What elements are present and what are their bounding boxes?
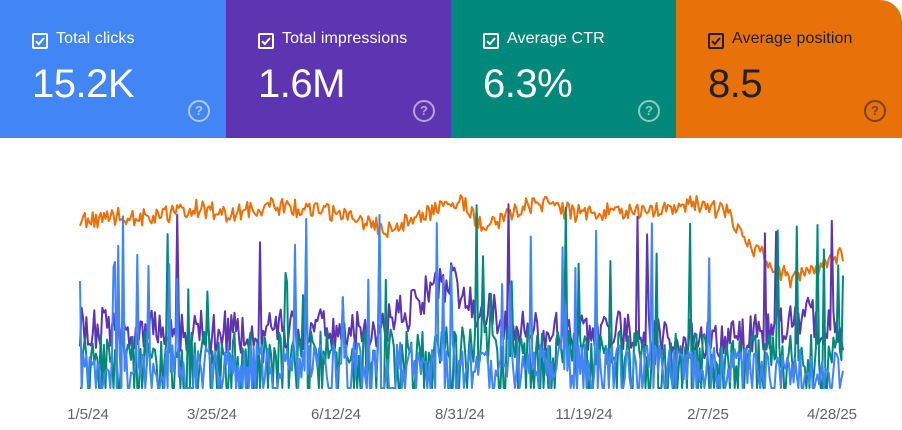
x-tick-label: 1/5/24 [67,406,109,423]
metric-label: Average CTR [507,30,605,47]
help-icon[interactable]: ? [864,100,886,122]
metric-label: Average position [732,30,853,47]
metric-card-average-ctr[interactable]: Average CTR 6.3% ? [451,0,676,138]
metric-card-average-position[interactable]: Average position 8.5 ? [676,0,902,138]
metric-cards: Total clicks 15.2K ? Total impressions 1… [0,0,902,138]
series-line-total-clicks [79,214,844,389]
performance-chart: 1/5/24 3/25/24 6/12/24 8/31/24 11/19/24 2/7/2… [0,138,902,430]
x-tick-label: 2/7/25 [687,406,729,423]
line-chart: 1/5/24 3/25/24 6/12/24 8/31/24 11/19/24 2/7/2… [67,194,857,423]
metric-label: Total clicks [56,30,135,47]
metric-label: Total impressions [282,30,408,47]
checkbox-icon[interactable] [32,33,48,49]
checkbox-icon[interactable] [258,33,274,49]
series-line-average-position [79,194,844,289]
x-tick-label: 6/12/24 [311,406,361,423]
checkbox-icon[interactable] [483,33,499,49]
help-icon[interactable]: ? [638,100,660,122]
x-axis-ticks: 1/5/24 3/25/24 6/12/24 8/31/24 11/19/24 2/7/2… [67,406,857,423]
checkbox-icon[interactable] [708,33,724,49]
help-icon[interactable]: ? [188,100,210,122]
x-tick-label: 3/25/24 [187,406,237,423]
metric-value: 8.5 [708,62,763,106]
series-lines [79,194,844,389]
x-tick-label: 8/31/24 [435,406,485,423]
metric-value: 6.3% [483,62,573,106]
metric-card-total-impressions[interactable]: Total impressions 1.6M ? [226,0,451,138]
help-icon[interactable]: ? [413,100,435,122]
metric-card-total-clicks[interactable]: Total clicks 15.2K ? [0,0,226,138]
metric-value: 15.2K [32,62,135,106]
x-tick-label: 4/28/25 [807,406,857,423]
metric-value: 1.6M [258,62,345,106]
x-tick-label: 11/19/24 [555,406,612,423]
